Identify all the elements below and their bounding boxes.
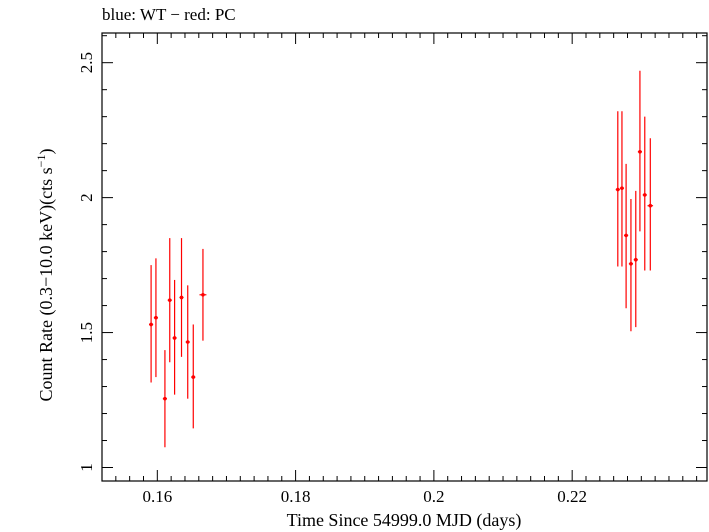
point-marker [642, 193, 647, 197]
data-point [628, 198, 634, 332]
y-axis-label-superscript: −1 [34, 155, 48, 168]
point-marker [179, 295, 184, 300]
y-tick-label: 1 [77, 463, 96, 472]
data-series-pc [149, 70, 654, 448]
point-marker [616, 187, 620, 192]
data-point [647, 138, 654, 271]
point-marker [167, 298, 172, 302]
data-point [149, 265, 154, 383]
y-tick-labels: 1 1.5 2 2.5 [77, 52, 96, 472]
y-axis-label-main: Count Rate (0.3−10.0 keV)(cts s [36, 167, 57, 401]
point-marker [620, 186, 624, 190]
data-point [633, 190, 638, 328]
y-tick-label: 1.5 [77, 322, 96, 343]
point-marker [633, 257, 638, 262]
point-marker [629, 261, 633, 266]
point-marker [638, 149, 642, 154]
x-tick-label: 0.22 [557, 487, 587, 506]
data-point [615, 111, 620, 267]
chart-title: blue: WT − red: PC [102, 5, 236, 24]
x-tick-labels: 0.16 0.18 0.2 0.22 [142, 487, 587, 506]
data-point [185, 285, 190, 399]
point-marker [201, 292, 205, 297]
x-tick-label: 0.18 [281, 487, 311, 506]
x-axis-label: Time Since 54999.0 MJD (days) [287, 510, 522, 531]
plot-frame [101, 32, 708, 482]
data-point [619, 111, 625, 267]
data-point [191, 324, 196, 429]
data-point [637, 70, 643, 232]
point-marker [154, 315, 158, 320]
x-tick-label: 0.16 [142, 487, 172, 506]
point-marker [163, 396, 167, 401]
point-marker [149, 322, 153, 327]
point-marker [191, 375, 196, 379]
y-axis-label: Count Rate (0.3−10.0 keV)(cts s−1) [34, 149, 57, 402]
data-point [167, 238, 172, 363]
axis-ticks [101, 33, 707, 481]
data-point [199, 248, 207, 341]
data-point [172, 279, 177, 395]
point-marker [172, 336, 177, 340]
point-marker [624, 233, 628, 238]
point-marker [648, 203, 653, 208]
y-axis-label-end: ) [36, 149, 57, 155]
y-tick-label: 2 [77, 193, 96, 202]
x-tick-label: 0.2 [423, 487, 444, 506]
data-point [179, 238, 184, 357]
data-point [642, 116, 647, 271]
y-tick-label: 2.5 [77, 52, 96, 73]
data-point [153, 258, 159, 378]
data-point [624, 163, 629, 309]
data-point [162, 350, 167, 448]
point-marker [185, 340, 190, 344]
